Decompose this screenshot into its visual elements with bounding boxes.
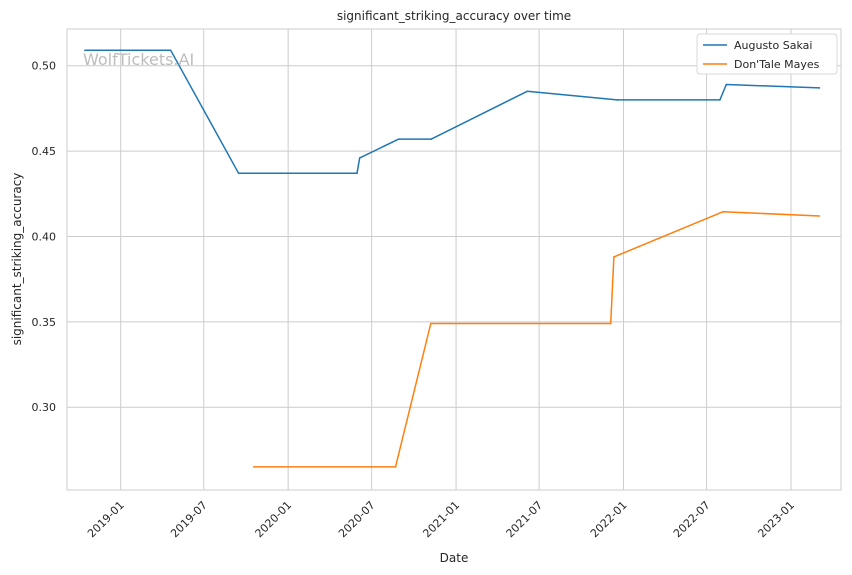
data-point-augusto-sakai [430, 138, 433, 140]
data-point-augusto-sakai [818, 87, 821, 89]
x-tick-label: 2019-07 [168, 499, 210, 541]
data-point-augusto-sakai [169, 49, 172, 52]
data-point-augusto-sakai [397, 138, 400, 140]
data-point-don-tale-mayes [609, 322, 612, 325]
x-tick-label: 2020-01 [253, 499, 295, 541]
x-tick-label: 2020-07 [336, 499, 378, 541]
data-point-augusto-sakai [719, 99, 721, 101]
data-point-augusto-sakai [356, 172, 358, 175]
data-point-don-tale-mayes [818, 215, 821, 217]
data-point-don-tale-mayes [430, 322, 432, 325]
legend-label-dontale-mayes: Don'Tale Mayes [734, 58, 820, 71]
x-tick-label: 2019-01 [85, 499, 127, 541]
series-layer [84, 49, 821, 468]
x-tick-label: 2021-01 [420, 499, 462, 541]
data-point-augusto-sakai [358, 157, 361, 159]
x-tick-label: 2022-01 [588, 499, 630, 541]
data-point-don-tale-mayes [613, 256, 615, 258]
data-point-don-tale-mayes [394, 466, 397, 468]
y-tick-label: 0.50 [32, 60, 57, 73]
y-tick-label: 0.30 [32, 401, 57, 414]
x-tick-label: 2022-07 [671, 499, 713, 541]
x-tick-label: 2023-01 [755, 499, 797, 541]
x-ticks: 2019-01 2019-07 2020-01 2020-07 2021-01 2021-… [85, 499, 797, 541]
data-point-don-tale-mayes [252, 466, 255, 468]
data-point-augusto-sakai [84, 49, 86, 52]
y-ticks: 0.30 0.35 0.40 0.45 0.50 [32, 60, 57, 414]
watermark: WolfTickets.AI [83, 50, 194, 69]
y-tick-label: 0.45 [32, 145, 57, 158]
legend: Augusto Sakai Don'Tale Mayes [696, 33, 838, 75]
plot-background [67, 29, 841, 490]
chart-title: significant_striking_accuracy over time [337, 9, 571, 23]
legend-box [696, 33, 838, 75]
data-point-don-tale-mayes [722, 210, 724, 213]
series-line-augusto-sakai [84, 49, 820, 175]
data-point-augusto-sakai [616, 99, 618, 101]
data-point-augusto-sakai [526, 90, 528, 93]
x-tick-label: 2021-07 [504, 499, 546, 541]
data-point-augusto-sakai [237, 172, 240, 175]
legend-label-augusto-sakai: Augusto Sakai [734, 39, 812, 52]
y-tick-label: 0.35 [32, 316, 57, 329]
y-axis-label: significant_striking_accuracy [10, 173, 24, 346]
y-tick-label: 0.40 [32, 230, 57, 243]
data-point-augusto-sakai [725, 83, 728, 86]
plot-frame [66, 28, 842, 491]
x-axis-label: Date [440, 551, 469, 565]
